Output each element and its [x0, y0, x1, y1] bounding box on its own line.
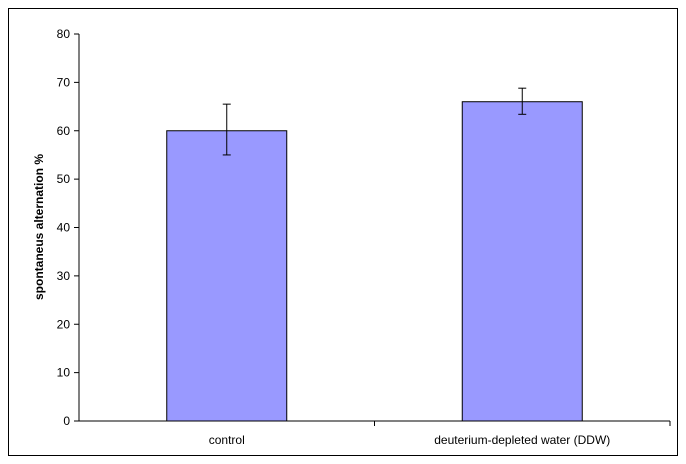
y-tick-label: 10 [57, 366, 71, 380]
y-tick-label: 0 [63, 414, 70, 428]
y-tick-label: 60 [57, 124, 71, 138]
y-tick-label: 50 [57, 172, 71, 186]
x-category-label: deuterium-depleted water (DDW) [434, 433, 610, 447]
chart-marks: 0 10 20 30 40 50 60 70 80 control deuterium-deplet… [57, 27, 671, 447]
y-tick-label: 80 [57, 27, 71, 41]
y-tick-label: 30 [57, 269, 71, 283]
y-tick-label: 40 [57, 221, 71, 235]
y-axis-title: spontaneus alternation % [32, 154, 46, 300]
y-tick-label: 20 [57, 317, 71, 331]
x-category-label: control [209, 433, 245, 447]
bar [166, 130, 288, 422]
bar [461, 101, 583, 422]
y-tick-label: 70 [57, 75, 71, 89]
